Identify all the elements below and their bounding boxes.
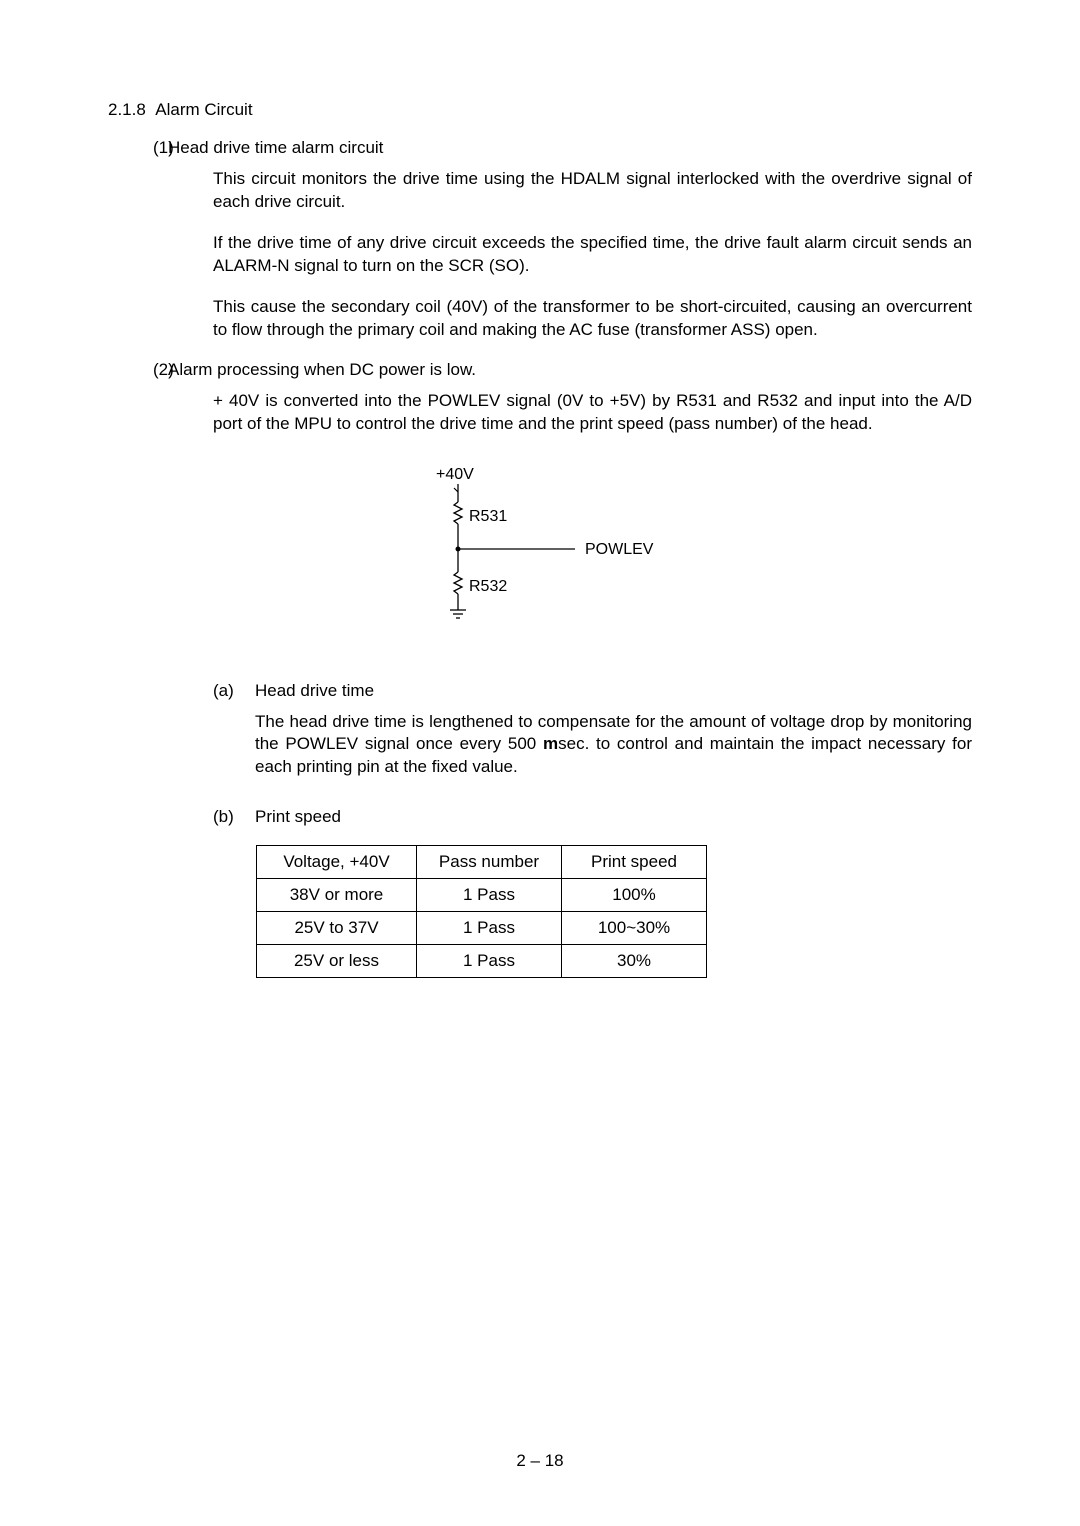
table-row: 25V to 37V 1 Pass 100~30%: [257, 912, 707, 945]
subitem-b-row: (b) Print speed: [213, 807, 972, 827]
cell-pass: 1 Pass: [417, 945, 562, 978]
r531-label: R531: [469, 508, 507, 526]
item-1-row: (1) Head drive time alarm circuit: [108, 138, 972, 158]
section-number: 2.1.8: [108, 100, 146, 119]
cell-pass: 1 Pass: [417, 912, 562, 945]
table-header-row: Voltage, +40V Pass number Print speed: [257, 846, 707, 879]
cell-voltage: 38V or more: [257, 879, 417, 912]
cell-voltage: 25V or less: [257, 945, 417, 978]
item-1-para-3: This cause the secondary coil (40V) of t…: [213, 296, 972, 342]
item-1-para-2: If the drive time of any drive circuit e…: [213, 232, 972, 278]
subitem-a-num: (a): [213, 681, 255, 701]
cell-pass: 1 Pass: [417, 879, 562, 912]
item-2-title: Alarm processing when DC power is low.: [168, 360, 476, 380]
item-2-row: (2) Alarm processing when DC power is lo…: [108, 360, 972, 380]
powlev-label: POWLEV: [585, 541, 653, 559]
col-pass-header: Pass number: [417, 846, 562, 879]
circuit-diagram: +40V R531 R532 POWLEV: [428, 466, 972, 646]
item-1-num: (1): [108, 138, 158, 158]
subitem-a-row: (a) Head drive time: [213, 681, 972, 701]
table-row: 38V or more 1 Pass 100%: [257, 879, 707, 912]
voltage-label: +40V: [436, 466, 474, 484]
col-speed-header: Print speed: [562, 846, 707, 879]
subitem-a-title: Head drive time: [255, 681, 374, 701]
item-1-para-1: This circuit monitors the drive time usi…: [213, 168, 972, 214]
subitem-b-num: (b): [213, 807, 255, 827]
page-number: 2 – 18: [0, 1451, 1080, 1471]
cell-speed: 100%: [562, 879, 707, 912]
col-voltage-header: Voltage, +40V: [257, 846, 417, 879]
item-1-title: Head drive time alarm circuit: [168, 138, 383, 158]
section-title: Alarm Circuit: [155, 100, 252, 119]
section-heading: 2.1.8 Alarm Circuit: [108, 100, 972, 120]
print-speed-table-container: Voltage, +40V Pass number Print speed 38…: [256, 845, 972, 978]
print-speed-table: Voltage, +40V Pass number Print speed 38…: [256, 845, 707, 978]
cell-voltage: 25V to 37V: [257, 912, 417, 945]
subitem-b-title: Print speed: [255, 807, 341, 827]
cell-speed: 30%: [562, 945, 707, 978]
item-2-num: (2): [108, 360, 158, 380]
subitem-a-bold: m: [543, 734, 558, 753]
item-2-para-1: + 40V is converted into the POWLEV signa…: [213, 390, 972, 436]
cell-speed: 100~30%: [562, 912, 707, 945]
table-row: 25V or less 1 Pass 30%: [257, 945, 707, 978]
subitem-a-text: The head drive time is lengthened to com…: [255, 711, 972, 780]
r532-label: R532: [469, 578, 507, 596]
